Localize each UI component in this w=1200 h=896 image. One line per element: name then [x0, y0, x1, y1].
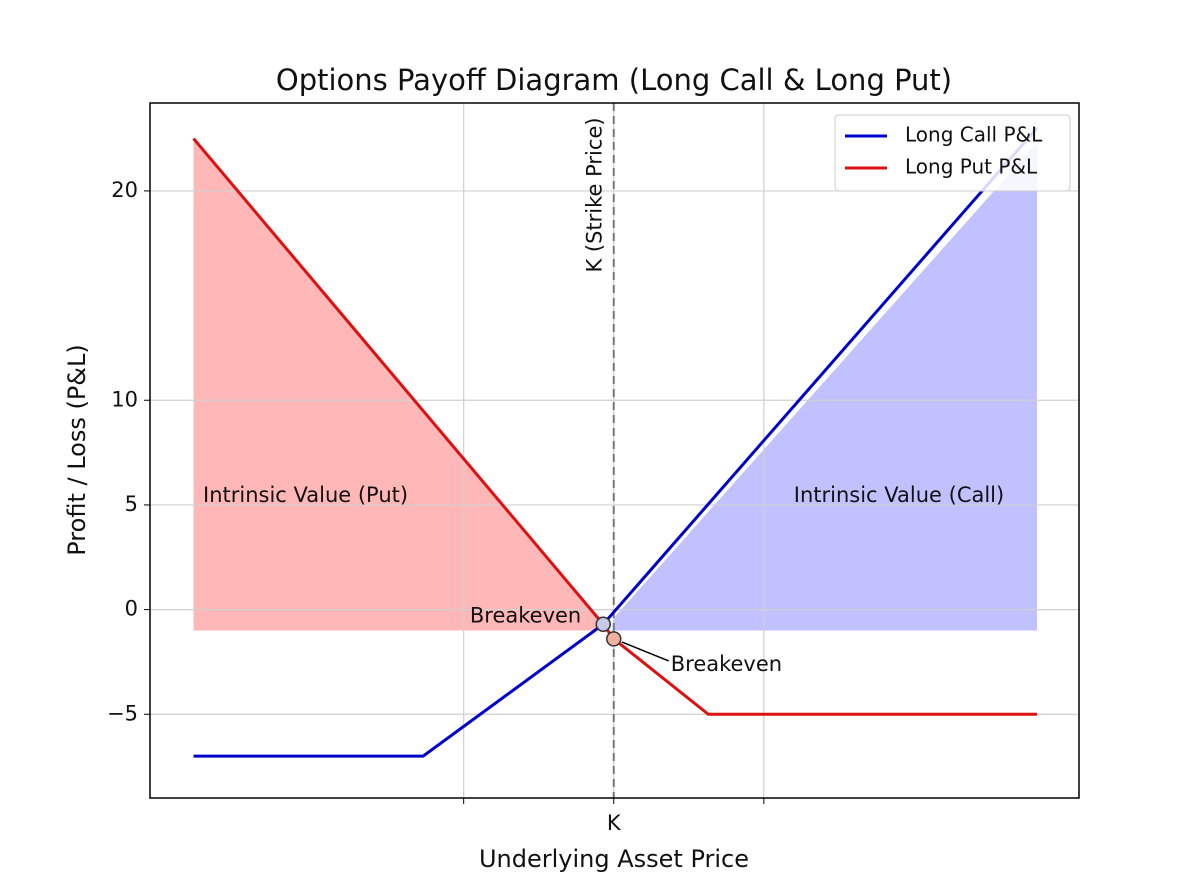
strike-label: K (Strike Price) [583, 117, 607, 272]
breakeven-point [595, 616, 611, 632]
chart-title: Options Payoff Diagram (Long Call & Long… [276, 63, 952, 97]
y-tick-label: −5 [107, 701, 138, 725]
annotation-arrow [621, 641, 670, 662]
annotation: Breakeven [470, 603, 581, 627]
x-tick-label: K [607, 811, 622, 835]
payoff-line [193, 127, 1039, 758]
legend-box [834, 114, 1071, 192]
annotation: Breakeven [671, 652, 782, 676]
intrinsic-area [613, 142, 1037, 631]
plot-frame [149, 102, 1080, 799]
y-axis-label: Profit / Loss (P&L) [63, 344, 91, 556]
y-tick-label: 20 [111, 178, 138, 202]
annotation: Intrinsic Value (Call) [794, 483, 1004, 507]
y-tick-label: 5 [125, 492, 138, 516]
y-tick-label: 10 [111, 387, 138, 411]
legend-label: Long Put P&L [905, 155, 1038, 179]
breakeven-point [605, 631, 622, 647]
y-tick-label: 0 [125, 597, 138, 621]
x-axis-label: Underlying Asset Price [479, 845, 749, 873]
annotation: Intrinsic Value (Put) [203, 483, 408, 507]
legend-label: Long Call P&L [905, 123, 1043, 147]
